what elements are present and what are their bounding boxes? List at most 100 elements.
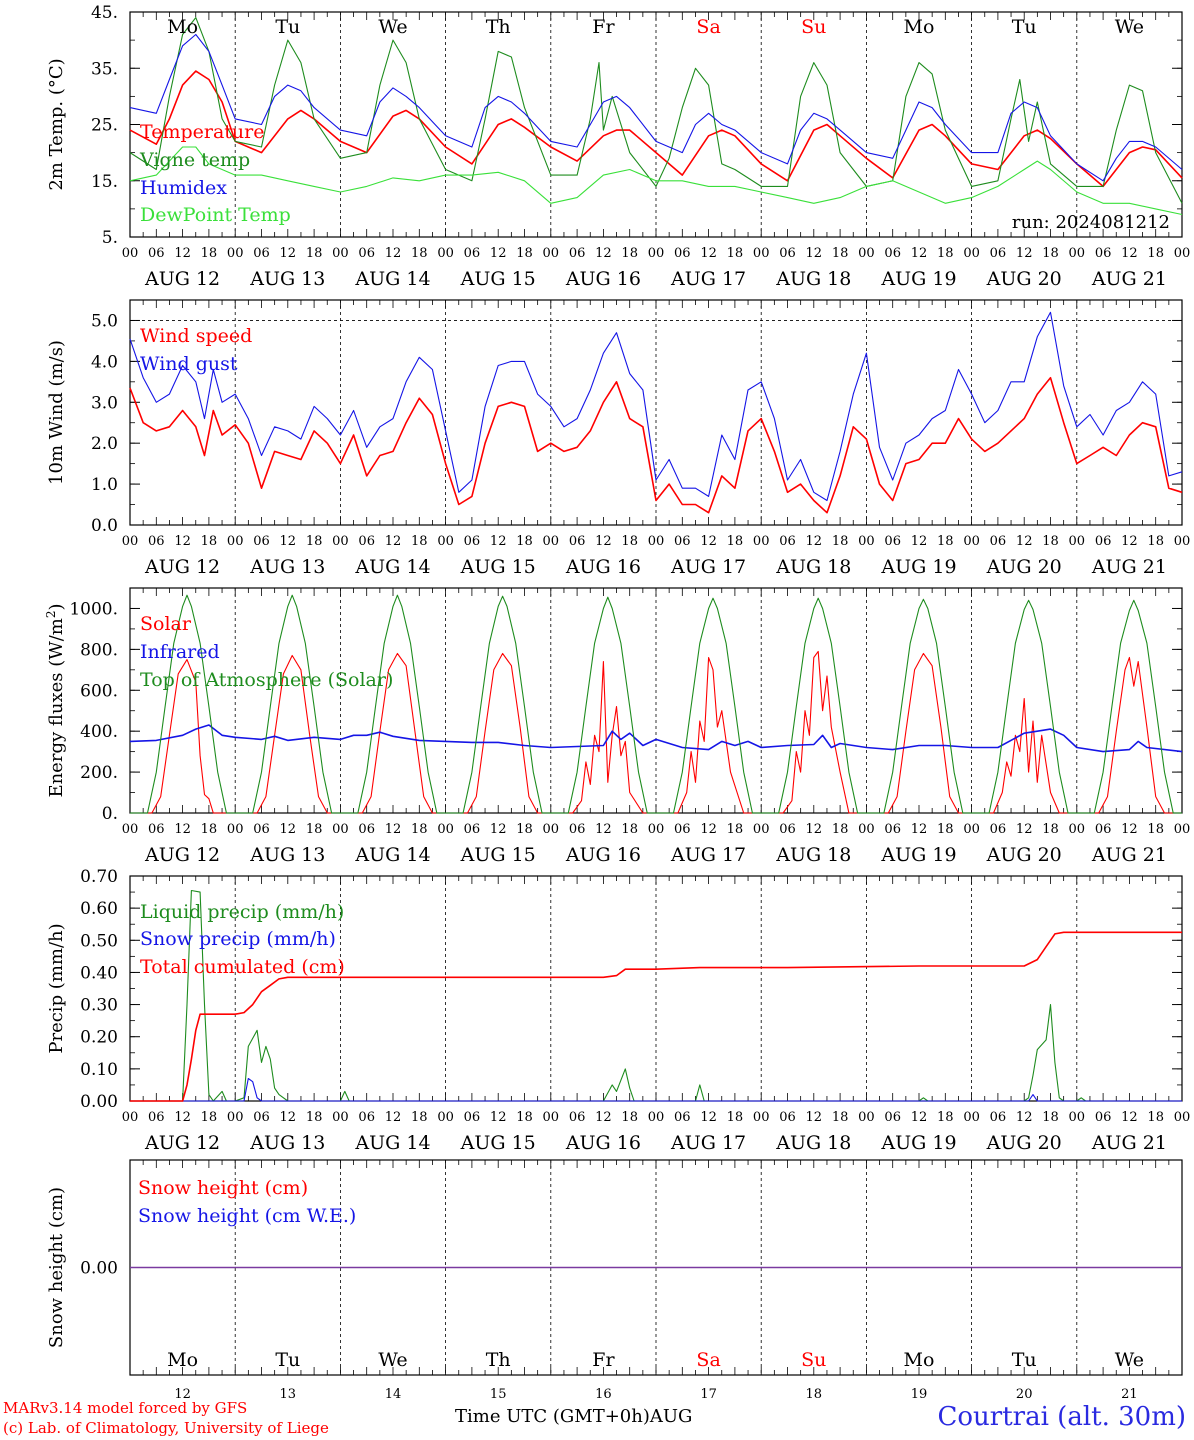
legend-entry: Solar: [140, 613, 192, 635]
weekday-label: Tu: [275, 1349, 300, 1371]
hour-tick-label: 18: [832, 1110, 849, 1125]
hour-tick-label: 12: [595, 246, 612, 261]
y-tick-label: 0.20: [80, 1028, 118, 1048]
y-tick-label: 0.10: [80, 1060, 118, 1080]
hour-tick-label: 12: [806, 246, 823, 261]
y-tick-label: 45.: [91, 3, 118, 23]
hour-tick-label: 00: [543, 1110, 560, 1125]
station-name: Courtrai (alt. 30m): [937, 1402, 1187, 1432]
date-label: AUG 13: [249, 844, 325, 866]
hour-tick-label: 00: [122, 1110, 139, 1125]
hour-tick-label: 18: [306, 534, 323, 549]
y-tick-label: 0.0: [91, 516, 118, 536]
day-number-label: 21: [1121, 1387, 1138, 1402]
hour-tick-label: 00: [332, 246, 349, 261]
weekday-label: Mo: [904, 1349, 935, 1371]
hour-tick-label: 12: [806, 1110, 823, 1125]
day-number-label: 19: [911, 1387, 928, 1402]
series-infrared: [129, 724, 1183, 753]
hour-tick-label: 18: [937, 1110, 954, 1125]
hour-tick-label: 00: [648, 246, 665, 261]
date-label: AUG 16: [565, 268, 641, 290]
series-dewpoint-temp: [129, 146, 1183, 216]
hour-tick-label: 12: [911, 822, 928, 837]
hour-tick-label: 06: [358, 822, 375, 837]
hour-tick-label: 00: [437, 246, 454, 261]
y-tick-label: 0.50: [80, 931, 118, 951]
date-label: AUG 18: [775, 556, 851, 578]
hour-tick-label: 06: [990, 1110, 1007, 1125]
hour-tick-label: 06: [569, 1110, 586, 1125]
hour-tick-label: 12: [1121, 534, 1138, 549]
day-number-label: 18: [806, 1387, 823, 1402]
hour-tick-label: 06: [358, 246, 375, 261]
series-wind-gust: [129, 311, 1183, 502]
hour-tick-label: 00: [543, 534, 560, 549]
weekday-label: Tu: [1012, 1349, 1037, 1371]
legend-entry: Wind gust: [140, 353, 238, 375]
series-total-cumulated-cm-: [130, 931, 1182, 1102]
date-label: AUG 17: [670, 556, 746, 578]
hour-tick-label: 06: [253, 246, 270, 261]
hour-tick-label: 18: [306, 822, 323, 837]
panel-1: 45. 35. 25. 15. 5. 2m Temp. (°C) Temperature Vi…: [46, 3, 1190, 290]
hour-tick-label: 00: [963, 1110, 980, 1125]
hour-tick-label: 06: [674, 246, 691, 261]
hour-tick-label: 12: [490, 246, 507, 261]
weekday-label: Sa: [696, 16, 720, 38]
hour-tick-label: 12: [174, 1110, 191, 1125]
y-tick-label: 800.: [80, 640, 118, 660]
weekday-label: Th: [486, 16, 511, 38]
hour-tick-label: 12: [174, 246, 191, 261]
legend-entry: Wind speed: [140, 325, 252, 347]
hour-tick-label: 06: [569, 534, 586, 549]
date-label: AUG 17: [670, 268, 746, 290]
hour-tick-label: 00: [332, 822, 349, 837]
hour-tick-label: 06: [674, 1110, 691, 1125]
hour-tick-label: 00: [227, 822, 244, 837]
hour-tick-label: 00: [332, 1110, 349, 1125]
hour-tick-label: 12: [806, 822, 823, 837]
y-tick-label: 0.40: [80, 963, 118, 983]
date-label: AUG 17: [670, 844, 746, 866]
hour-tick-label: 06: [464, 1110, 481, 1125]
weekday-label: Mo: [167, 1349, 198, 1371]
hour-tick-label: 18: [411, 534, 428, 549]
date-label: AUG 12: [144, 1132, 220, 1154]
hour-tick-label: 00: [753, 1110, 770, 1125]
date-label: AUG 20: [986, 268, 1062, 290]
hour-tick-label: 12: [700, 822, 717, 837]
hour-tick-label: 18: [832, 822, 849, 837]
legend-entry: Humidex: [140, 177, 227, 199]
series-top-of-atmosphere-solar-: [130, 594, 1182, 814]
x-axis-title-text: Time UTC (GMT+0h): [455, 1406, 650, 1427]
hour-tick-label: 00: [332, 534, 349, 549]
hour-tick-label: 00: [437, 534, 454, 549]
hour-tick-label: 00: [1069, 822, 1086, 837]
weekday-label: We: [378, 16, 407, 38]
weekday-label: Fr: [592, 16, 615, 38]
hour-tick-label: 18: [727, 534, 744, 549]
day-number-label: 14: [385, 1387, 402, 1402]
hour-tick-label: 18: [727, 822, 744, 837]
hour-tick-label: 12: [595, 1110, 612, 1125]
hour-tick-label: 12: [490, 534, 507, 549]
hour-tick-label: 12: [385, 1110, 402, 1125]
date-label: AUG 14: [354, 268, 430, 290]
hour-tick-label: 06: [674, 534, 691, 549]
panel-frame: [129, 299, 1183, 526]
hour-tick-label: 12: [385, 246, 402, 261]
y-tick-label: 0.30: [80, 996, 118, 1016]
hour-tick-label: 06: [884, 1110, 901, 1125]
hour-tick-label: 06: [253, 1110, 270, 1125]
y-tick-label: 15.: [91, 172, 118, 192]
legend-entry: Snow height (cm W.E.): [138, 1205, 356, 1227]
hour-tick-label: 12: [806, 534, 823, 549]
y-tick-label: 0.70: [80, 867, 118, 887]
hour-tick-label: 00: [1174, 246, 1191, 261]
hour-tick-label: 00: [858, 534, 875, 549]
hour-tick-label: 06: [569, 246, 586, 261]
hour-tick-label: 12: [280, 1110, 297, 1125]
weekday-label: We: [1115, 1349, 1144, 1371]
